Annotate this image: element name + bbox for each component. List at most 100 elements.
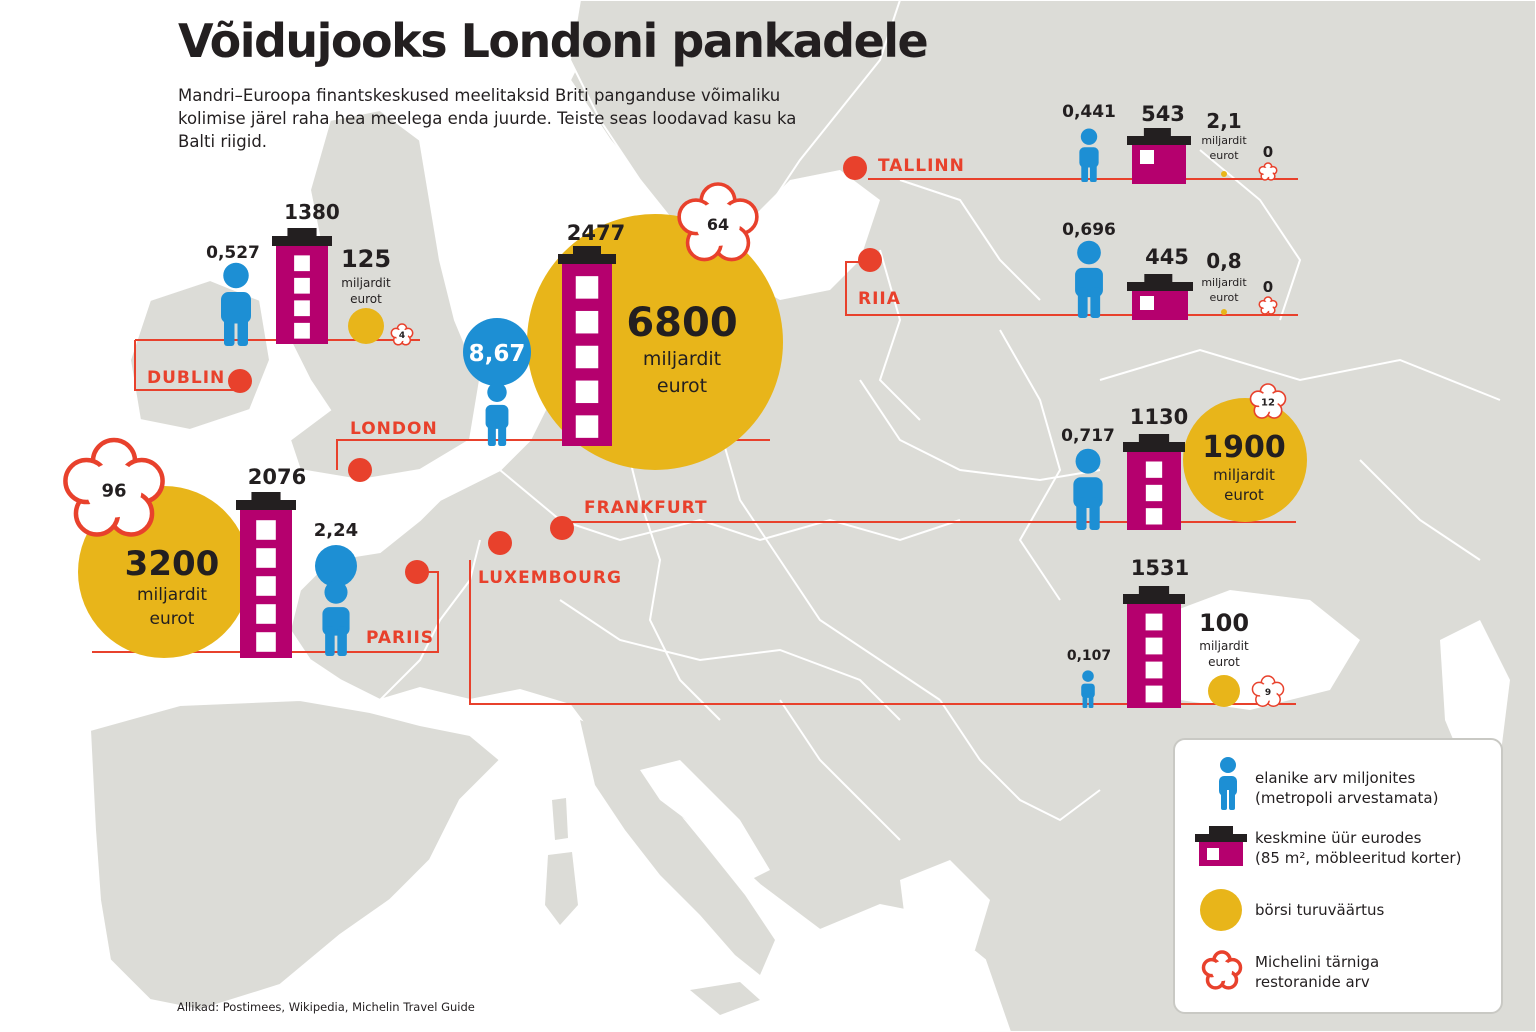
riga-person-icon bbox=[1075, 240, 1103, 318]
dublin-unit-billion: miljardit bbox=[341, 276, 391, 290]
london-unit-euro: eurot bbox=[657, 375, 707, 397]
frankfurt-person-icon bbox=[1073, 448, 1103, 530]
infographic-title: Võidujooks Londoni pankadele bbox=[178, 14, 929, 68]
luxembourg-connector bbox=[469, 560, 1296, 705]
london-dot bbox=[348, 458, 372, 482]
dublin-unit-euro: eurot bbox=[350, 292, 382, 306]
paris-michelin-icon: 96 bbox=[63, 437, 165, 537]
market-circle-icon bbox=[1200, 889, 1242, 931]
house-icon bbox=[1195, 826, 1247, 866]
corsica bbox=[552, 798, 568, 840]
sardinia bbox=[545, 852, 578, 925]
riga-house-icon bbox=[1127, 274, 1193, 320]
london-label: LONDON bbox=[350, 419, 438, 439]
michelin-count: 12 bbox=[1261, 398, 1275, 409]
paris-population: 2,24 bbox=[314, 520, 358, 541]
tallinn-dot bbox=[843, 156, 867, 180]
italy-boot bbox=[580, 720, 775, 975]
source-note: Allikad: Postimees, Wikipedia, Michelin … bbox=[177, 1000, 475, 1014]
tallinn-market-circle bbox=[1221, 171, 1227, 177]
riga-label: RIIA bbox=[858, 289, 901, 309]
london-population: 8,67 bbox=[469, 341, 526, 367]
infographic-subtitle: Mandri–Euroopa finantskeskused meelitaks… bbox=[178, 86, 797, 151]
tallinn-michelin-count: 0 bbox=[1263, 143, 1273, 161]
dublin-building-icon bbox=[272, 228, 332, 344]
legend: elanike arv miljonites (metropoli arvest… bbox=[1173, 738, 1503, 1014]
luxembourg-label: LUXEMBOURG bbox=[478, 568, 622, 588]
frankfurt-population: 0,717 bbox=[1061, 426, 1115, 446]
frankfurt-market-circle bbox=[1183, 398, 1307, 522]
legend-market-label: börsi turuväärtus bbox=[1255, 901, 1385, 919]
paris-market-value: 3200 bbox=[125, 544, 220, 584]
frankfurt-label: FRANKFURT bbox=[584, 498, 708, 518]
legend-population-label: elanike arv miljonites (metropoli arvest… bbox=[1255, 769, 1439, 807]
dublin-michelin-icon: 4 bbox=[390, 323, 414, 346]
london-rent: 2477 bbox=[567, 221, 625, 245]
london-unit-billion: miljardit bbox=[643, 348, 721, 370]
london-michelin-icon: 64 bbox=[677, 182, 759, 262]
luxembourg-person-icon bbox=[1081, 670, 1095, 708]
tallinn-person-icon bbox=[1079, 128, 1099, 182]
tallinn-population: 0,441 bbox=[1062, 102, 1116, 122]
paris-person-icon bbox=[322, 580, 350, 656]
frankfurt-unit-billion: miljardit bbox=[1213, 466, 1275, 484]
michelin-count: 9 bbox=[1265, 688, 1271, 698]
legend-rent-label: keskmine üür eurodes (85 m², möbleeritud… bbox=[1255, 829, 1462, 867]
legend-michelin-label: Michelini tärniga restoranide arv bbox=[1255, 953, 1380, 991]
dublin-population: 0,527 bbox=[206, 243, 260, 263]
london-building-icon bbox=[558, 246, 616, 446]
dublin-person-icon bbox=[221, 262, 251, 346]
dublin-dot bbox=[228, 369, 252, 393]
riga-michelin-count: 0 bbox=[1263, 278, 1273, 296]
riga-population: 0,696 bbox=[1062, 220, 1116, 240]
riga-unit-euro: eurot bbox=[1209, 291, 1239, 304]
luxembourg-unit-euro: eurot bbox=[1208, 655, 1240, 669]
tallinn-unit-billion: miljardit bbox=[1201, 134, 1247, 147]
riga-michelin-icon bbox=[1258, 296, 1278, 315]
riga-dot bbox=[858, 248, 882, 272]
luxembourg-michelin-icon: 9 bbox=[1251, 675, 1285, 707]
frankfurt-building-icon bbox=[1123, 434, 1185, 530]
tallinn-unit-euro: eurot bbox=[1209, 149, 1239, 162]
frankfurt-market-value: 1900 bbox=[1202, 430, 1286, 465]
london-head-circle bbox=[463, 318, 531, 386]
michelin-flower-icon bbox=[1201, 950, 1243, 990]
tallinn-michelin-icon bbox=[1258, 162, 1278, 181]
dublin-market-circle bbox=[348, 308, 384, 344]
aegean-sea bbox=[900, 860, 990, 960]
adriatic-sea bbox=[640, 760, 770, 880]
michelin-count: 4 bbox=[399, 331, 405, 341]
luxembourg-market-value: 100 bbox=[1199, 609, 1249, 637]
paris-building-icon bbox=[236, 492, 296, 658]
paris-unit-euro: eurot bbox=[150, 609, 195, 629]
riga-connector bbox=[845, 261, 1298, 316]
riga-market-value: 0,8 bbox=[1206, 249, 1241, 273]
paris-unit-billion: miljardit bbox=[137, 585, 207, 605]
paris-label: PARIIS bbox=[366, 628, 434, 648]
luxembourg-rent: 1531 bbox=[1131, 556, 1189, 580]
paris-dot bbox=[405, 560, 429, 584]
paris-rent: 2076 bbox=[248, 465, 306, 489]
riga-unit-billion: miljardit bbox=[1201, 276, 1247, 289]
dublin-market-value: 125 bbox=[341, 245, 391, 273]
frankfurt-unit-euro: eurot bbox=[1224, 486, 1264, 504]
luxembourg-dot bbox=[488, 531, 512, 555]
michelin-count: 96 bbox=[101, 480, 126, 501]
luxembourg-market-circle bbox=[1208, 675, 1240, 707]
black-sea bbox=[1140, 590, 1360, 710]
frankfurt-michelin-icon: 12 bbox=[1249, 383, 1287, 419]
tallinn-rent: 543 bbox=[1141, 102, 1185, 126]
luxembourg-building-icon bbox=[1123, 586, 1185, 708]
riga-market-circle bbox=[1221, 309, 1227, 315]
tallinn-market-value: 2,1 bbox=[1206, 109, 1241, 133]
frankfurt-dot bbox=[550, 516, 574, 540]
dublin-connector-a bbox=[134, 340, 240, 391]
london-market-value: 6800 bbox=[626, 300, 737, 346]
iberia-landmass bbox=[88, 698, 502, 1012]
tallinn-label: TALLINN bbox=[878, 156, 965, 176]
frankfurt-rent: 1130 bbox=[1130, 405, 1188, 429]
luxembourg-unit-billion: miljardit bbox=[1199, 639, 1249, 653]
dublin-rent: 1380 bbox=[284, 200, 340, 224]
michelin-count: 64 bbox=[707, 215, 729, 234]
